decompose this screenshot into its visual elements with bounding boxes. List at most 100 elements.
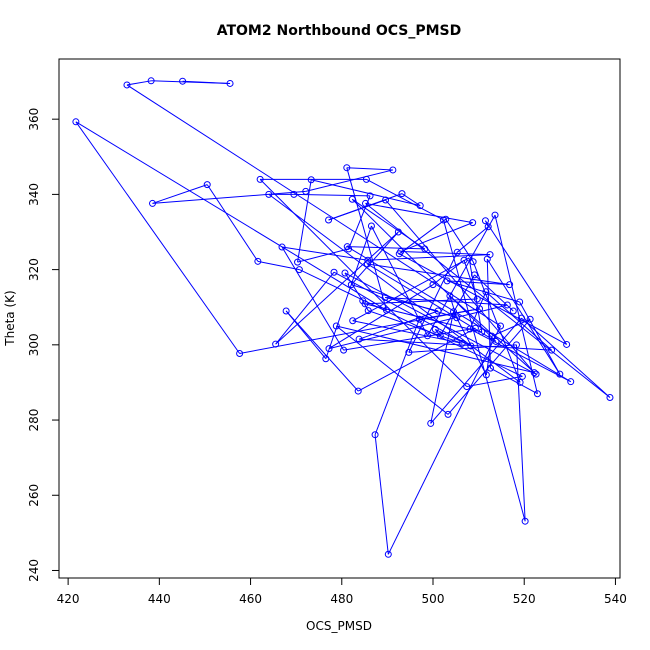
series-line-segment xyxy=(401,193,421,207)
data-point xyxy=(123,81,131,89)
data-point xyxy=(503,301,511,309)
series-line-segment xyxy=(447,280,510,286)
series-line-segment xyxy=(275,271,335,345)
data-point xyxy=(453,248,461,256)
data-point xyxy=(481,217,489,225)
series-line-segment xyxy=(152,190,306,204)
data-point xyxy=(343,243,351,251)
data-point xyxy=(394,228,402,236)
data-point xyxy=(512,341,520,349)
x-axis-label: OCS_PMSD xyxy=(306,619,372,633)
data-point xyxy=(397,248,405,256)
x-tick-label: 440 xyxy=(148,592,171,606)
series-line-segment xyxy=(206,184,259,262)
data-point xyxy=(465,254,473,262)
series-line-segment xyxy=(351,198,426,250)
series-line-segment xyxy=(430,317,522,424)
data-point xyxy=(364,256,372,264)
series-line-segment xyxy=(325,225,372,359)
data-point xyxy=(325,345,333,353)
y-tick-label: 240 xyxy=(27,559,41,582)
series-line-segment xyxy=(257,260,300,271)
data-point xyxy=(429,281,437,289)
data-point xyxy=(606,393,614,401)
series-line-segment xyxy=(374,434,389,555)
series-line-segment xyxy=(485,220,568,345)
x-tick-label: 520 xyxy=(513,592,536,606)
series-line-segment xyxy=(449,295,537,375)
data-point xyxy=(450,308,458,316)
series-line-segment xyxy=(311,179,421,207)
series-line-segment xyxy=(347,246,425,250)
data-point xyxy=(226,79,234,87)
series-line-segment xyxy=(408,344,517,353)
data-point xyxy=(322,355,330,363)
data-point xyxy=(458,339,466,347)
data-point xyxy=(431,325,439,333)
series-line-segment xyxy=(281,246,368,261)
data-point xyxy=(343,164,351,172)
series-line-segment xyxy=(328,284,434,350)
data-point xyxy=(366,192,374,200)
data-point xyxy=(364,307,372,315)
data-point xyxy=(469,219,477,227)
data-point xyxy=(282,307,290,315)
data-point xyxy=(330,268,338,276)
series-line-segment xyxy=(362,300,369,311)
data-point xyxy=(486,364,494,372)
data-point xyxy=(382,306,390,314)
data-point xyxy=(469,258,477,266)
data-point xyxy=(467,342,475,350)
series-line-segment xyxy=(385,296,508,306)
series-line-segment xyxy=(490,367,538,395)
series-line-segment xyxy=(368,310,463,344)
data-point xyxy=(434,307,442,315)
chart-title: ATOM2 Northbound OCS_PMSD xyxy=(217,23,462,39)
series-line-segment xyxy=(367,263,497,342)
series-line-segment xyxy=(75,121,241,354)
series-line-segment xyxy=(126,84,501,327)
data-point xyxy=(203,181,211,189)
data-point xyxy=(236,349,244,357)
data-point xyxy=(381,293,389,301)
series-line-segment xyxy=(485,291,552,351)
series-line-segment xyxy=(343,327,476,351)
series-line-segment xyxy=(299,269,523,377)
data-point xyxy=(295,266,303,274)
data-point xyxy=(567,378,575,386)
series-line-segment xyxy=(152,184,208,204)
data-point xyxy=(340,346,348,354)
data-point xyxy=(530,369,538,377)
data-point xyxy=(478,328,486,336)
data-point xyxy=(416,202,424,210)
series-points xyxy=(72,77,614,558)
series-line-segment xyxy=(468,257,483,333)
data-point xyxy=(389,166,397,174)
series-line-segment xyxy=(365,202,473,224)
data-point xyxy=(521,517,529,525)
data-point xyxy=(332,322,340,330)
data-point xyxy=(354,387,362,395)
series-line-segment xyxy=(285,310,327,360)
y-axis: 240 260 280 300 320 340 360 xyxy=(27,108,60,582)
data-point xyxy=(72,118,80,126)
data-point xyxy=(367,222,375,230)
data-point xyxy=(384,550,392,558)
data-point xyxy=(488,332,496,340)
y-tick-label: 260 xyxy=(27,484,41,507)
data-point xyxy=(179,77,187,85)
data-point xyxy=(424,332,432,340)
data-point xyxy=(256,175,264,183)
data-point xyxy=(446,292,454,300)
data-point xyxy=(265,190,273,198)
data-point xyxy=(254,257,262,265)
series-line-segment xyxy=(346,246,571,383)
data-point xyxy=(294,258,302,266)
series-line-segment xyxy=(275,231,399,345)
data-point xyxy=(548,346,556,354)
x-axis: 420 440 460 480 500 520 540 xyxy=(57,577,627,606)
series-line-segment xyxy=(328,304,508,350)
data-point xyxy=(421,245,429,253)
series-line-segment xyxy=(346,167,393,171)
series-line-segment xyxy=(333,271,472,347)
